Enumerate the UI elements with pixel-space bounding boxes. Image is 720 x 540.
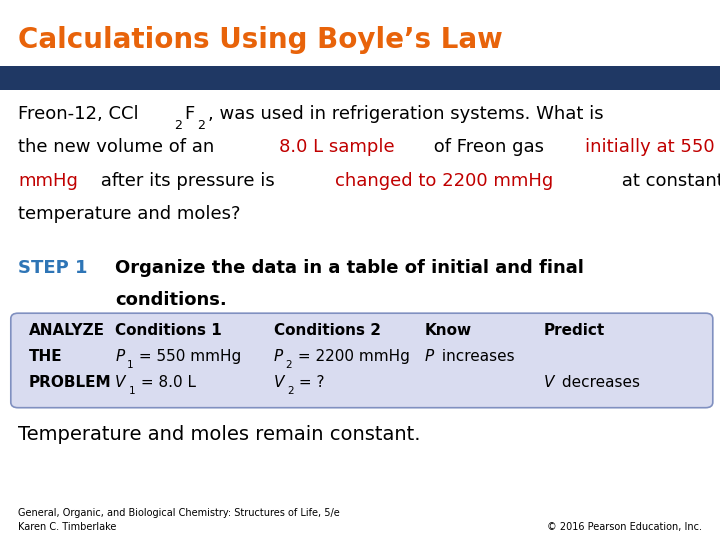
Text: , was used in refrigeration systems. What is: , was used in refrigeration systems. Wha… (207, 105, 603, 123)
FancyBboxPatch shape (11, 313, 713, 408)
Text: Temperature and moles remain constant.: Temperature and moles remain constant. (18, 425, 420, 444)
Text: Conditions 1: Conditions 1 (115, 323, 222, 338)
Text: P: P (115, 349, 125, 364)
Text: 2: 2 (286, 360, 292, 370)
Text: = 550 mmHg: = 550 mmHg (135, 349, 242, 364)
Text: V: V (274, 375, 284, 390)
Text: Know: Know (425, 323, 472, 338)
Text: 2: 2 (287, 386, 294, 396)
Text: PROBLEM: PROBLEM (29, 375, 112, 390)
Text: 1: 1 (127, 360, 134, 370)
Text: 1: 1 (129, 386, 135, 396)
Text: after its pressure is: after its pressure is (95, 172, 281, 190)
FancyBboxPatch shape (0, 66, 720, 90)
Text: = 8.0 L: = 8.0 L (136, 375, 196, 390)
Text: mmHg: mmHg (18, 172, 78, 190)
Text: = 2200 mmHg: = 2200 mmHg (293, 349, 410, 364)
Text: V: V (115, 375, 125, 390)
Text: STEP 1: STEP 1 (18, 259, 88, 276)
Text: changed to 2200 mmHg: changed to 2200 mmHg (335, 172, 553, 190)
Text: P: P (274, 349, 283, 364)
Text: © 2016 Pearson Education, Inc.: © 2016 Pearson Education, Inc. (547, 522, 702, 532)
Text: Freon-12, CCl: Freon-12, CCl (18, 105, 139, 123)
Text: initially at 550: initially at 550 (585, 138, 714, 156)
Text: F: F (184, 105, 194, 123)
Text: Conditions 2: Conditions 2 (274, 323, 381, 338)
Text: Predict: Predict (544, 323, 605, 338)
Text: P: P (425, 349, 434, 364)
Text: conditions.: conditions. (115, 291, 227, 309)
Text: Calculations Using Boyle’s Law: Calculations Using Boyle’s Law (18, 26, 503, 55)
Text: ANALYZE: ANALYZE (29, 323, 105, 338)
Text: at constant: at constant (616, 172, 720, 190)
Text: Organize the data in a table of initial and final: Organize the data in a table of initial … (115, 259, 584, 276)
Text: temperature and moles?: temperature and moles? (18, 205, 240, 223)
Text: 2: 2 (197, 118, 205, 132)
Text: V: V (544, 375, 554, 390)
Text: of Freon gas: of Freon gas (428, 138, 549, 156)
Text: decreases: decreases (557, 375, 640, 390)
Text: increases: increases (437, 349, 514, 364)
Text: the new volume of an: the new volume of an (18, 138, 220, 156)
Text: General, Organic, and Biological Chemistry: Structures of Life, 5/e
Karen C. Tim: General, Organic, and Biological Chemist… (18, 508, 340, 532)
Text: = ?: = ? (294, 375, 325, 390)
Text: 2: 2 (174, 118, 181, 132)
Text: 8.0 L sample: 8.0 L sample (279, 138, 395, 156)
Text: THE: THE (29, 349, 63, 364)
